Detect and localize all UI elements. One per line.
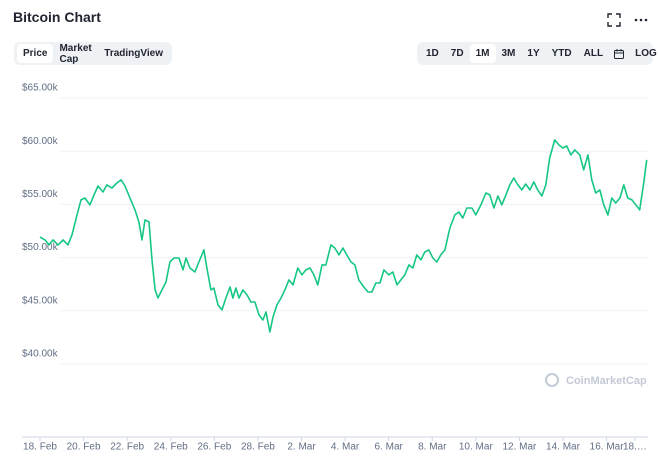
x-tick-label: 8. Mar <box>418 442 447 453</box>
range-button[interactable]: 1M <box>469 44 496 63</box>
range-button[interactable]: YTD <box>551 48 572 59</box>
tab-group: Price Market Cap TradingView <box>14 42 172 65</box>
y-tick-label: $40.00k <box>22 349 59 360</box>
range-button[interactable]: 7D <box>450 48 464 59</box>
x-tick-label: 16. Mar <box>590 442 625 453</box>
y-tick-label: $65.00k <box>22 83 59 94</box>
x-tick-label: 24. Feb <box>154 442 188 453</box>
x-tick-label: 18. Feb <box>23 442 57 453</box>
x-tick-label: 12. Mar <box>502 442 537 453</box>
x-tick-label: 2. Mar <box>287 442 316 453</box>
tab[interactable]: Price <box>17 44 54 63</box>
y-tick-label: $55.00k <box>22 189 59 200</box>
title: Bitcoin Chart <box>13 9 101 25</box>
x-tick-label: 4. Mar <box>331 442 360 453</box>
x-tick-label: 22. Feb <box>110 442 144 453</box>
calendar-button[interactable] <box>609 48 629 60</box>
watermark-logo <box>545 373 559 387</box>
expand-icon[interactable] <box>607 13 621 27</box>
y-tick-label: $45.00k <box>22 295 59 306</box>
y-tick-label: $50.00k <box>22 242 59 253</box>
watermark: CoinMarketCap <box>566 375 647 387</box>
x-tick-label: 26. Feb <box>197 442 231 453</box>
x-tick-label: 10. Mar <box>459 442 494 453</box>
y-tick-label: $60.00k <box>22 136 59 147</box>
tab[interactable]: TradingView <box>104 48 163 59</box>
price-line <box>39 139 648 333</box>
more-icon[interactable] <box>634 18 648 22</box>
x-tick-label: 18.… <box>623 442 647 453</box>
x-tick-label: 14. Mar <box>546 442 581 453</box>
range-group: 1D 7D 1M 3M 1Y YTD ALL LOG <box>417 42 657 65</box>
tab[interactable]: Market Cap <box>59 42 92 65</box>
range-button[interactable]: 1Y <box>527 48 540 59</box>
range-button[interactable]: 3M <box>501 48 516 59</box>
x-tick-label: 28. Feb <box>241 442 275 453</box>
x-tick-label: 20. Feb <box>67 442 101 453</box>
log-button[interactable]: LOG <box>635 48 657 59</box>
range-button[interactable]: 1D <box>426 48 439 59</box>
x-tick-label: 6. Mar <box>375 442 404 453</box>
range-button[interactable]: ALL <box>583 48 604 59</box>
